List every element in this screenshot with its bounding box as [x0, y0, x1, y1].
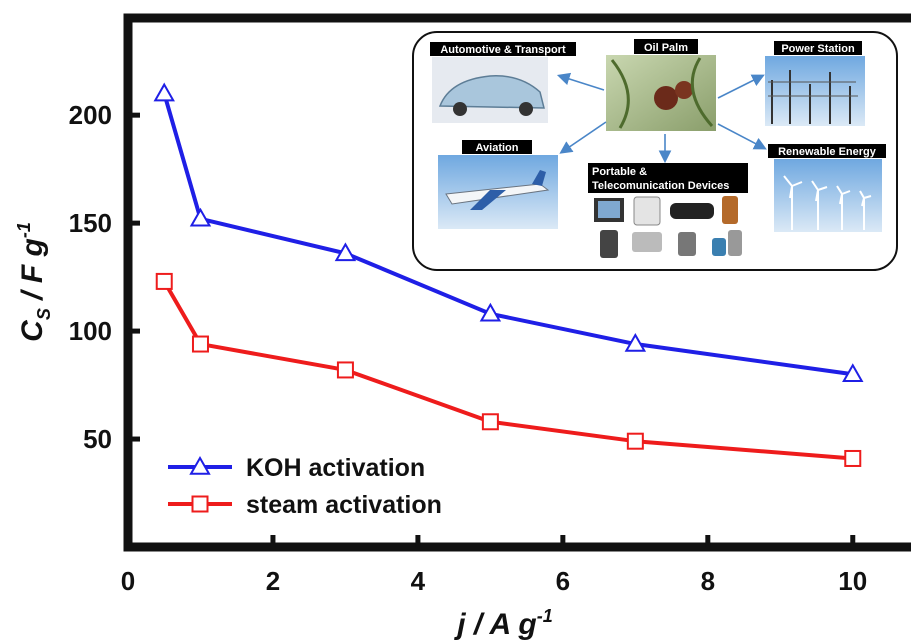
series-1-point-4 [626, 432, 644, 450]
legend: KOH activation steam activation [168, 454, 442, 519]
series-0-point-4 [624, 333, 647, 352]
inset-label-renewable-energy: Renewable Energy [778, 146, 877, 158]
inset-label-automotive: Automotive & Transport [440, 44, 566, 56]
power-station-image [765, 56, 865, 126]
series-1-point-5 [844, 449, 862, 467]
series-line-0 [162, 93, 854, 377]
legend-label-0: KOH activation [246, 454, 425, 482]
x-tick-label-6: 6 [556, 566, 570, 596]
legend-marker-0 [189, 455, 211, 475]
y-tick-label-100: 100 [69, 316, 112, 346]
inset-panel: Oil Palm Automotive & Transport Power St… [412, 31, 898, 271]
inset-label-portable-line1: Portable & [592, 166, 647, 178]
series-0-point-2 [334, 242, 357, 262]
portable-devices-image [594, 196, 742, 258]
y-tick-label-150: 150 [69, 208, 112, 238]
inset-label-portable-line2: Telecomunication Devices [592, 180, 729, 192]
series-1-point-1 [191, 335, 209, 353]
series-0-point-5 [842, 363, 864, 383]
y-tick-label-200: 200 [69, 100, 112, 130]
series-0-point-0 [153, 82, 175, 102]
series-layer [153, 82, 864, 467]
series-1-point-2 [336, 361, 354, 379]
series-1-point-3 [481, 413, 499, 431]
series-1-point-0 [155, 272, 173, 290]
axes: 0 2 4 6 8 10 50 100 150 200 [69, 100, 868, 596]
series-line-1 [162, 280, 853, 461]
legend-marker-1 [191, 495, 209, 513]
x-tick-label-8: 8 [701, 566, 715, 596]
legend-label-1: steam activation [246, 491, 442, 519]
plot-frame [123, 13, 911, 552]
x-axis-title: j / A g-1 [453, 606, 552, 641]
series-0 [153, 82, 864, 383]
series-1 [155, 272, 862, 467]
x-tick-label-10: 10 [838, 566, 867, 596]
series-0-point-1 [189, 207, 212, 227]
x-tick-label-0: 0 [121, 566, 135, 596]
inset-label-aviation: Aviation [476, 142, 519, 154]
series-0-point-3 [479, 302, 502, 322]
y-tick-label-50: 50 [83, 424, 112, 454]
y-axis-title: CS / F g-1 [14, 222, 54, 342]
inset-label-oil-palm: Oil Palm [644, 42, 688, 54]
x-tick-label-4: 4 [411, 566, 426, 596]
inset-label-power-station: Power Station [781, 43, 855, 55]
x-tick-label-2: 2 [266, 566, 280, 596]
